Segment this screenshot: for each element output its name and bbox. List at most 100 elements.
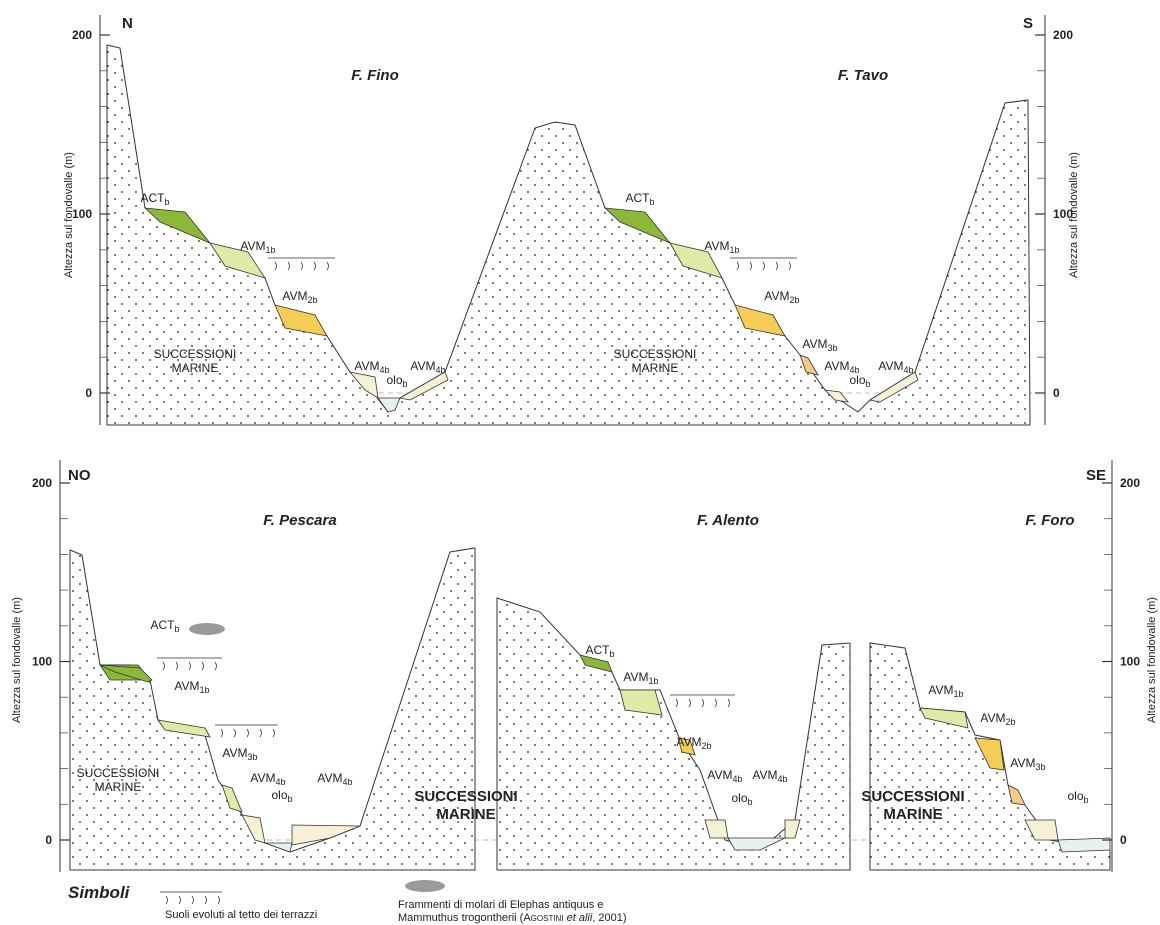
unit-label: olob — [731, 791, 752, 807]
unit-base: AVM — [752, 768, 777, 782]
unit-sub: 3b — [248, 752, 258, 762]
tick-label: 100 — [1120, 655, 1140, 669]
unit-sub: 3b — [828, 343, 838, 353]
unit-base: AVM — [980, 711, 1005, 725]
substrate-label: SUCCESSIONI — [861, 788, 964, 805]
unit-label: olob — [849, 373, 870, 389]
unit-base: AVM — [250, 771, 275, 785]
tick-label: 0 — [45, 833, 52, 847]
unit-sub: 4b — [436, 365, 446, 375]
unit-sub: 1b — [200, 685, 210, 695]
text-part: , 2001) — [592, 912, 626, 924]
fossil-symbol — [189, 623, 225, 635]
river-name: F. Fino — [351, 67, 399, 84]
unit-sub: 2b — [1006, 717, 1016, 727]
tick-label: 200 — [72, 28, 92, 42]
legend-fossils: Frammenti di molari di Elephas antiquus … — [398, 899, 603, 911]
unit-label: AVM4b — [707, 768, 742, 784]
tick-label: 200 — [1053, 28, 1073, 42]
text-part: Mammuthus trogontherii ( — [398, 912, 524, 924]
unit-sub: 4b — [733, 774, 743, 784]
unit-label: AVM4b — [752, 768, 787, 784]
unit-sub: 1b — [954, 689, 964, 699]
unit-label: AVM3b — [1010, 756, 1045, 772]
substrate-label: SUCCESSIONI — [77, 766, 160, 780]
unit-sub: 2b — [308, 295, 318, 305]
unit-label: AVM2b — [980, 711, 1015, 727]
unit-label: ACTb — [140, 191, 169, 207]
substrate-label: MARINE — [95, 780, 142, 794]
axis-title: Altezza sul fondovalle (m) — [1068, 152, 1080, 278]
section-end: NO — [68, 467, 91, 484]
unit-sub: 2b — [790, 295, 800, 305]
unit-label: AVM1b — [928, 683, 963, 699]
unit-sub: b — [748, 797, 753, 807]
unit-base: AVM — [222, 746, 247, 760]
unit-label: olob — [271, 788, 292, 804]
unit-sub: 1b — [649, 676, 659, 686]
unit-label: AVM1b — [174, 679, 209, 695]
unit-sub: b — [174, 624, 179, 634]
unit-label: AVM4b — [878, 359, 913, 375]
unit-base: AVM — [878, 359, 903, 373]
unit-base: AVM — [707, 768, 732, 782]
tick-label: 100 — [72, 207, 92, 221]
tick-label: 200 — [32, 476, 52, 490]
unit-base: AVM — [802, 337, 827, 351]
axis-title: Altezza sul fondovalle (m) — [1146, 597, 1158, 723]
unit-base: olo — [731, 791, 747, 805]
unit-sub: 4b — [904, 365, 914, 375]
unit-label: AVM1b — [704, 239, 739, 255]
substrate-label: MARINE — [883, 806, 942, 823]
unit-sub: 4b — [343, 777, 353, 787]
substrate-label: MARINE — [172, 361, 219, 375]
unit-label: ACTb — [150, 618, 179, 634]
unit-base: AVM — [824, 359, 849, 373]
unit-sub: b — [288, 794, 293, 804]
substrate-label: SUCCESSIONI — [414, 788, 517, 805]
unit-base: ACT — [585, 643, 610, 657]
unit-base: olo — [849, 373, 865, 387]
tick-label: 0 — [85, 386, 92, 400]
river-name: F. Pescara — [263, 512, 336, 529]
legend-title: Simboli — [68, 883, 131, 902]
unit-base: AVM — [174, 679, 199, 693]
unit-base: AVM — [317, 771, 342, 785]
unit-label: AVM4b — [250, 771, 285, 787]
unit-label: AVM4b — [410, 359, 445, 375]
legend-fossils: Mammuthus trogontherii (Agostini et alii… — [398, 912, 627, 924]
section-end: SE — [1086, 467, 1106, 484]
tick-label: 100 — [32, 655, 52, 669]
section-end: N — [122, 15, 133, 32]
unit-base: ACT — [140, 191, 165, 205]
unit-base: olo — [386, 373, 402, 387]
river-name: F. Alento — [697, 512, 759, 529]
river-name: F. Tavo — [838, 67, 888, 84]
unit-base: AVM — [282, 289, 307, 303]
unit-sub: b — [649, 197, 654, 207]
river-name: F. Foro — [1025, 512, 1074, 529]
unit-label: AVM2b — [282, 289, 317, 305]
unit-base: AVM — [1010, 756, 1035, 770]
unit-sub: 2b — [702, 741, 712, 751]
axis-title: Altezza sul fondovalle (m) — [63, 152, 75, 278]
unit-sub: 4b — [276, 777, 286, 787]
unit-base: AVM — [623, 670, 648, 684]
unit-label: ACTb — [625, 191, 654, 207]
unit-base: AVM — [704, 239, 729, 253]
unit-label: AVM1b — [623, 670, 658, 686]
unit-label: olob — [1067, 789, 1088, 805]
unit-sub: b — [609, 649, 614, 659]
tick-label: 200 — [1120, 476, 1140, 490]
section-end: S — [1023, 15, 1033, 32]
unit-label: olob — [386, 373, 407, 389]
text-part: et alii — [567, 912, 593, 924]
unit-sub: b — [164, 197, 169, 207]
substrate-label: MARINE — [632, 361, 679, 375]
unit-base: AVM — [928, 683, 953, 697]
unit-label: AVM2b — [764, 289, 799, 305]
substrate-label: MARINE — [436, 806, 495, 823]
unit-base: ACT — [625, 191, 650, 205]
unit-base: AVM — [410, 359, 435, 373]
terrain — [70, 548, 475, 870]
